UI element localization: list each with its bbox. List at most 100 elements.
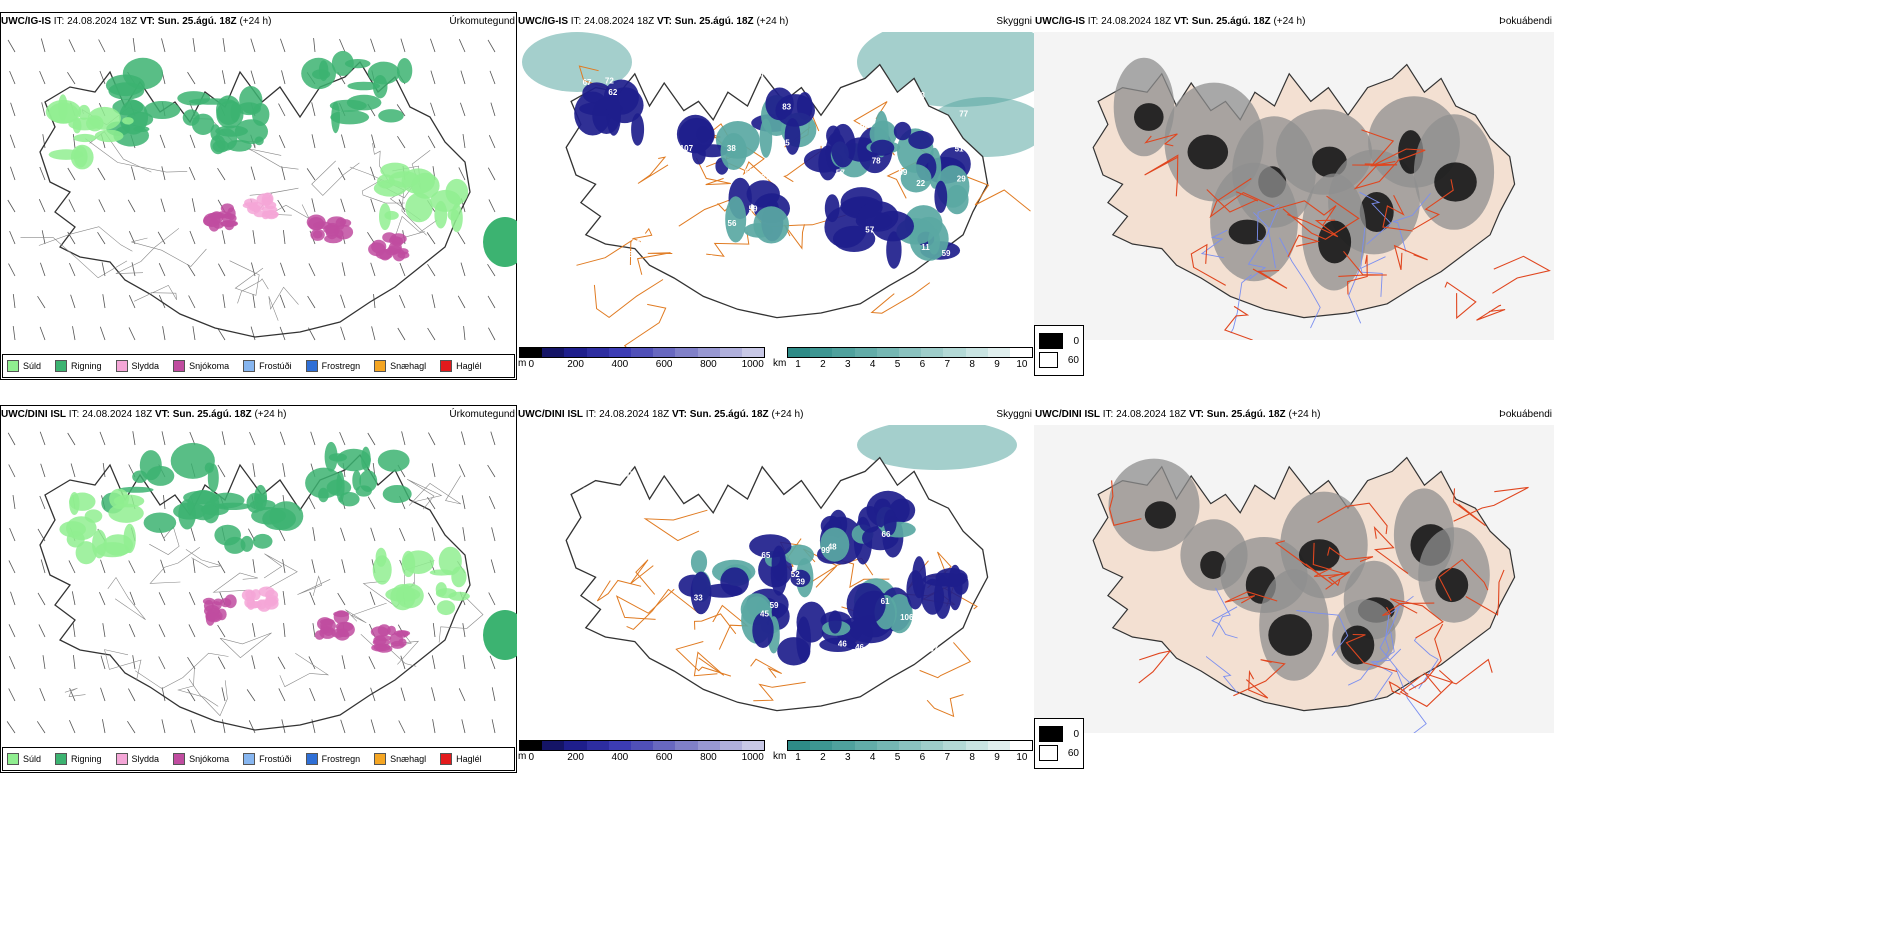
wind-barb: [487, 295, 496, 309]
precip-cell: [335, 621, 354, 632]
wind-barb: [400, 687, 406, 702]
wind-barb: [431, 655, 436, 670]
wind-barb: [427, 327, 436, 341]
river: [1379, 606, 1417, 689]
wind-barb: [400, 38, 406, 53]
model-name: UWC/IG-IS: [518, 16, 568, 27]
visibility-label: 104: [590, 171, 604, 180]
model-name: UWC/DINI ISL: [1035, 409, 1100, 420]
legend-item: Frostregn: [305, 360, 361, 372]
vt-value: Sun. 25.ágú. 18Z: [157, 16, 237, 27]
road: [177, 666, 219, 707]
road: [1352, 158, 1401, 190]
legend-label: Slydda: [131, 754, 160, 764]
visibility-label: 39: [672, 567, 681, 576]
panel-title: Úrkomutegund: [449, 16, 515, 27]
precip-cell: [204, 462, 214, 474]
wind-barb: [368, 656, 376, 670]
visibility-label: 37: [657, 231, 666, 240]
low-visibility-cell: [725, 196, 747, 243]
road: [219, 632, 272, 659]
wind-barb: [308, 656, 316, 670]
visibility-panel-bottom: UWC/DINI ISL IT: 24.08.2024 18Z VT: Sun.…: [517, 405, 1034, 773]
low-visibility-cell: [893, 121, 912, 141]
wind-barb: [98, 199, 106, 213]
wind-barb: [161, 431, 166, 446]
river: [1256, 203, 1280, 242]
wind-barb: [283, 230, 286, 245]
road: [596, 579, 642, 602]
fog-legend: 0 60: [1034, 718, 1084, 769]
visibility-label: 50: [594, 470, 603, 479]
road: [115, 228, 180, 274]
legend-label: Rigning: [71, 361, 102, 371]
colorbar-segment: [876, 348, 899, 357]
colorbar-segment: [854, 741, 877, 750]
legend-label: Frostregn: [321, 361, 361, 371]
panel-header: UWC/IG-IS IT: 24.08.2024 18Z VT: Sun. 25…: [0, 12, 517, 32]
wind-barb: [490, 431, 496, 446]
wind-barb: [283, 623, 286, 638]
fog-map[interactable]: [1034, 32, 1554, 340]
precip-cell: [216, 95, 241, 125]
wind-barb: [373, 294, 376, 309]
precip-cell: [301, 57, 336, 90]
wind-barb: [341, 134, 346, 149]
legend-item: Snjókoma: [173, 753, 229, 765]
legend-item: Snæhagl: [374, 360, 426, 372]
wind-barb: [340, 527, 346, 542]
wind-barb: [457, 231, 466, 245]
wind-barb: [487, 263, 496, 277]
wind-barb: [132, 38, 136, 53]
visibility-map[interactable]: 33 53 46 54 66 49 38 45 52 46 39 59 40 65 61 52 47 56 51 39…: [517, 425, 1034, 743]
wind-barb: [458, 464, 466, 478]
wind-barb: [39, 687, 46, 702]
visibility-label: 62: [608, 88, 617, 97]
colorbar-segment: [608, 741, 631, 750]
wind-barb: [398, 720, 406, 734]
precip-cell: [390, 584, 416, 611]
height-colorbar-unit: m: [518, 751, 527, 762]
wind-barb: [102, 463, 106, 478]
wind-barb: [187, 71, 196, 85]
legend-swatch: [440, 360, 453, 372]
fog-legend-low: 0: [1039, 726, 1079, 742]
wind-barb: [339, 687, 346, 702]
precip-map[interactable]: [0, 425, 517, 773]
road: [268, 286, 299, 321]
precip-map[interactable]: [0, 32, 517, 380]
legend-label: Rigning: [71, 754, 102, 764]
road: [407, 479, 443, 510]
visibility-map[interactable]: 290 109 48 107 11 83 53 69 45 44 47 41 59 85 38 62 58 52 5…: [517, 32, 1034, 350]
panel-title: Úrkomutegund: [449, 409, 515, 420]
it-label: IT:: [1087, 16, 1099, 27]
wind-barb: [38, 199, 46, 213]
wind-barb: [370, 527, 376, 542]
wind-barb: [431, 527, 436, 542]
wind-barb: [70, 463, 76, 478]
lead-time: (+24 h): [254, 409, 287, 420]
road: [742, 145, 777, 188]
road: [185, 549, 222, 568]
precip-legend: Súld Rigning Slydda Snjókoma Frostúði Frostre…: [2, 354, 515, 378]
colorbar-tick: 9: [994, 359, 1000, 370]
precip-cell: [48, 149, 84, 160]
precip-cell: [144, 101, 181, 119]
legend-swatch: [7, 753, 19, 765]
low-visibility-cell: [605, 87, 644, 124]
road: [1388, 680, 1409, 695]
colorbar-tick: 400: [611, 752, 629, 763]
wind-barb: [278, 103, 286, 117]
fog-map[interactable]: [1034, 425, 1554, 733]
wind-barb: [160, 198, 166, 213]
visibility-label: 29: [957, 175, 966, 184]
wind-barbs: [6, 431, 496, 734]
road: [38, 226, 133, 252]
visibility-label: 99: [821, 546, 830, 555]
wind-barb: [400, 655, 406, 670]
wind-barb: [462, 527, 466, 542]
vt-label: VT:: [154, 409, 170, 420]
fog-map-svg: [1034, 32, 1554, 340]
colorbar-tick: 7: [944, 752, 951, 763]
precip-cell: [48, 102, 79, 124]
